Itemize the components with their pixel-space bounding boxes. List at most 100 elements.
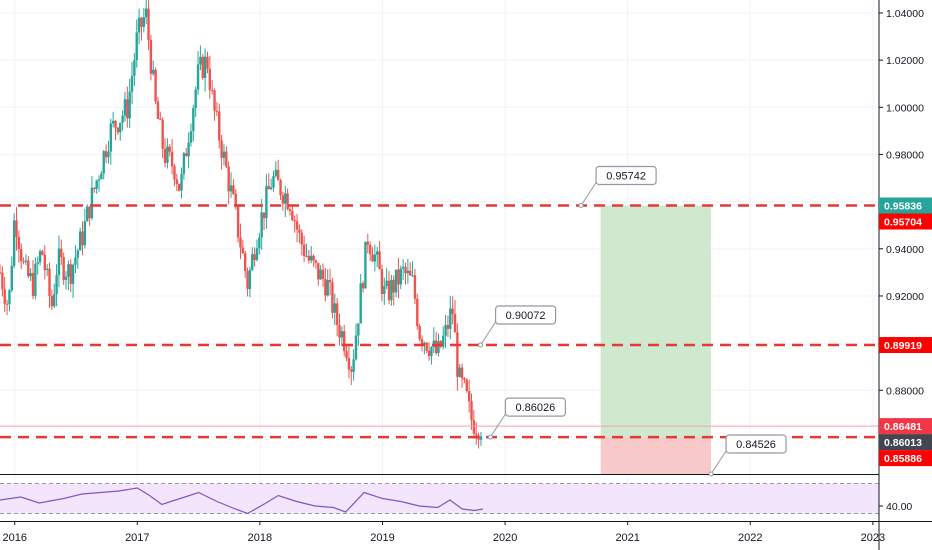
candle-up (269, 187, 273, 190)
candle-down (201, 56, 204, 78)
price-badge-label: 0.89919 (884, 340, 922, 352)
candle-up (310, 255, 313, 261)
candle-down (302, 244, 306, 256)
callout-anchor-dot (708, 471, 714, 477)
candle-up (326, 280, 329, 296)
candle-down (425, 342, 428, 351)
price-tick-label: 0.94000 (886, 244, 924, 256)
candle-up (34, 263, 37, 296)
candle-down (300, 232, 303, 245)
candle-down (27, 260, 30, 277)
candle-down (347, 357, 351, 370)
candle-down (213, 90, 216, 111)
candle-down (451, 308, 454, 314)
candlestick-series (0, 0, 483, 449)
candle-up (109, 123, 113, 152)
candle-up (71, 264, 75, 284)
time-axis[interactable]: 2016 2017 2018 2019 2020 2021 2022 2023 (0, 521, 932, 544)
candle-up (95, 180, 98, 189)
candle-down (298, 229, 301, 233)
candle-down (206, 56, 209, 69)
candle-up (479, 436, 483, 440)
candle-down (361, 283, 365, 289)
price-tick-label: 0.98000 (886, 149, 924, 161)
candle-up (305, 255, 308, 257)
candle-up (333, 303, 336, 313)
candle-up (406, 270, 410, 274)
price-tick-label: 1.00000 (886, 102, 924, 114)
candle-up (144, 8, 148, 18)
candle-down (420, 339, 424, 345)
candle-down (140, 17, 143, 27)
candle-up (57, 248, 61, 276)
candle-down (154, 69, 157, 102)
candle-down (404, 266, 407, 274)
candle-down (343, 331, 346, 352)
candle-down (161, 119, 164, 149)
price-badge (879, 337, 932, 354)
candle-down (350, 369, 353, 372)
price-badge (879, 418, 932, 435)
time-tick-label: 2018 (248, 532, 272, 544)
candle-up (45, 268, 49, 270)
candle-down (460, 367, 464, 379)
candle-down (465, 379, 469, 392)
position-zones[interactable] (600, 205, 712, 474)
candle-up (373, 254, 377, 262)
price-axis[interactable]: 1.040001.020001.000000.980000.960000.940… (878, 0, 932, 550)
candle-up (340, 331, 344, 338)
candle-down (17, 236, 21, 250)
candle-down (31, 273, 35, 296)
price-tick-label: 1.04000 (886, 8, 924, 20)
candle-up (401, 266, 405, 269)
candle-down (236, 206, 240, 238)
candle-up (364, 241, 367, 289)
loss-zone (600, 437, 712, 474)
candle-down (281, 195, 285, 204)
candle-down (215, 110, 219, 112)
candle-down (22, 261, 25, 263)
price-tick-label: 1.02000 (886, 55, 924, 67)
price-badge (879, 197, 932, 214)
candle-up (128, 91, 131, 119)
candle-down (177, 183, 181, 191)
candle-down (291, 210, 294, 220)
candle-down (378, 251, 381, 270)
rsi-band (0, 483, 879, 514)
candle-up (284, 193, 287, 204)
candle-down (392, 279, 395, 293)
candle-down (387, 280, 391, 301)
callout-anchor-dot (478, 342, 484, 348)
callout-label: 0.95742 (606, 170, 646, 182)
candle-up (449, 308, 452, 329)
callout-anchor-dot (487, 434, 493, 440)
candle-up (194, 89, 197, 109)
candle-up (64, 276, 68, 280)
time-tick-label: 2022 (738, 532, 762, 544)
rsi-pane (0, 483, 879, 515)
candle-up (180, 173, 183, 191)
candle-up (74, 257, 77, 265)
time-tick-label: 2023 (861, 532, 885, 544)
horizontal-levels[interactable] (0, 204, 879, 475)
candle-up (53, 294, 56, 307)
price-callouts[interactable]: 0.95742 0.90072 0.86026 0.84526 (478, 165, 787, 477)
candle-up (248, 269, 252, 290)
candle-down (335, 303, 339, 325)
candle-down (149, 39, 153, 74)
candle-down (434, 340, 438, 354)
candle-up (83, 221, 87, 246)
callout-leader (480, 321, 496, 346)
candle-down (307, 255, 311, 261)
candle-down (371, 254, 374, 262)
candle-up (458, 367, 461, 377)
candle-down (114, 120, 117, 128)
candle-up (142, 17, 146, 27)
candle-down (175, 179, 179, 184)
candle-up (133, 60, 136, 76)
candle-up (203, 56, 207, 78)
callout-box (504, 397, 566, 417)
candle-up (376, 251, 379, 255)
price-badge (879, 450, 932, 467)
